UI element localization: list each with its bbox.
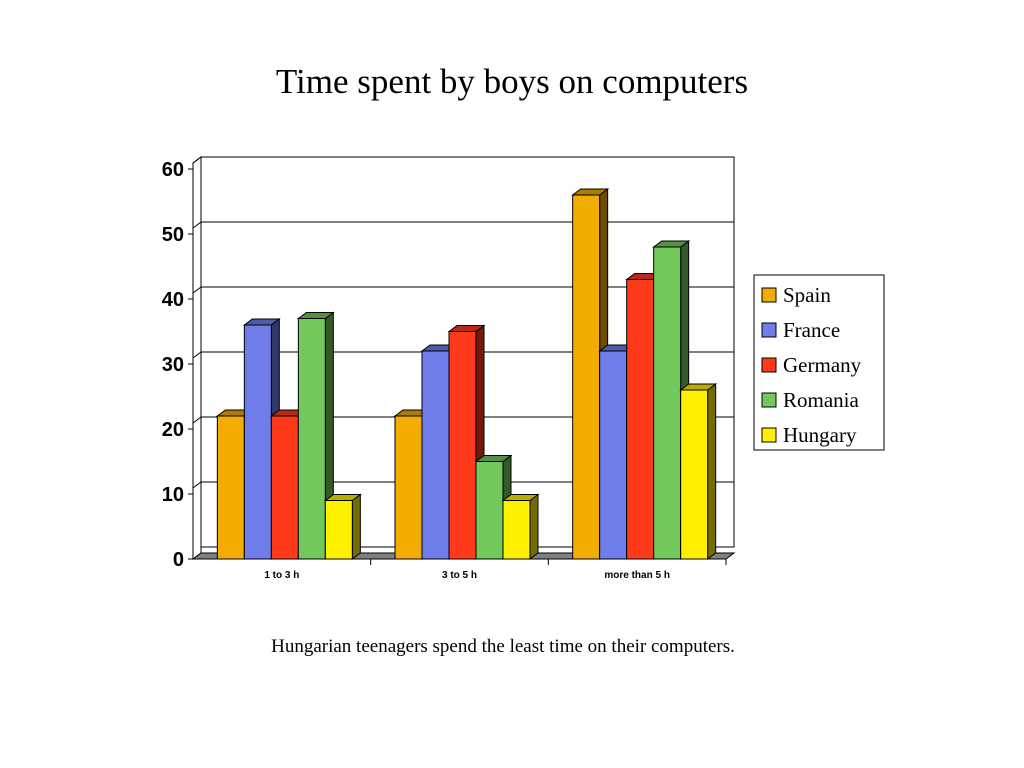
bar (572, 194, 601, 560)
bar (394, 415, 423, 560)
y-axis: 0 10 20 30 40 50 60 (162, 159, 194, 571)
bar (680, 389, 709, 560)
y-tick-label: 20 (162, 419, 184, 441)
bar-side (351, 493, 361, 560)
legend-label: Romania (783, 388, 859, 412)
gridline-side (192, 286, 202, 294)
legend-swatch (761, 427, 777, 443)
bar (297, 318, 326, 560)
bar (421, 350, 450, 560)
bar (243, 324, 272, 560)
legend-label: Spain (783, 283, 831, 307)
legend-label: Germany (783, 353, 862, 377)
legend-swatch (761, 322, 777, 338)
slide-title: Time spent by boys on computers (275, 62, 749, 101)
y-tick-label: 10 (162, 484, 184, 506)
y-tick-label: 30 (162, 354, 184, 376)
bar (599, 350, 628, 560)
y-tick-label: 60 (162, 159, 184, 181)
plot-side-wall (192, 156, 202, 560)
x-axis: 1 to 3 h 3 to 5 h more than 5 h (264, 559, 727, 581)
legend-swatch (761, 357, 777, 373)
bar (626, 279, 655, 560)
gridline-side (192, 351, 202, 359)
legend-label: France (783, 318, 840, 342)
x-tick-label: more than 5 h (604, 570, 670, 581)
bar (448, 331, 477, 560)
bar (475, 461, 504, 560)
bar (216, 415, 245, 560)
gridline-side (192, 156, 202, 164)
legend-swatch (761, 287, 777, 303)
bar-side (529, 493, 539, 560)
bar (653, 246, 682, 560)
y-tick-label: 0 (173, 549, 184, 571)
x-tick-label: 1 to 3 h (264, 570, 299, 581)
bar (324, 500, 353, 560)
bar (270, 415, 299, 560)
y-tick-label: 40 (162, 289, 184, 311)
legend: Spain France Germany Romania Hungary (753, 274, 885, 451)
legend-label: Hungary (783, 423, 857, 447)
bars (215, 188, 718, 560)
gridline-side (192, 481, 202, 489)
bar-side (707, 383, 717, 560)
bar (502, 500, 531, 560)
gridline-side (192, 221, 202, 229)
legend-swatch (761, 392, 777, 408)
slide-caption: Hungarian teenagers spend the least time… (271, 636, 735, 657)
x-tick-label: 3 to 5 h (442, 570, 477, 581)
y-tick-label: 50 (162, 224, 184, 246)
gridline-side (192, 416, 202, 424)
